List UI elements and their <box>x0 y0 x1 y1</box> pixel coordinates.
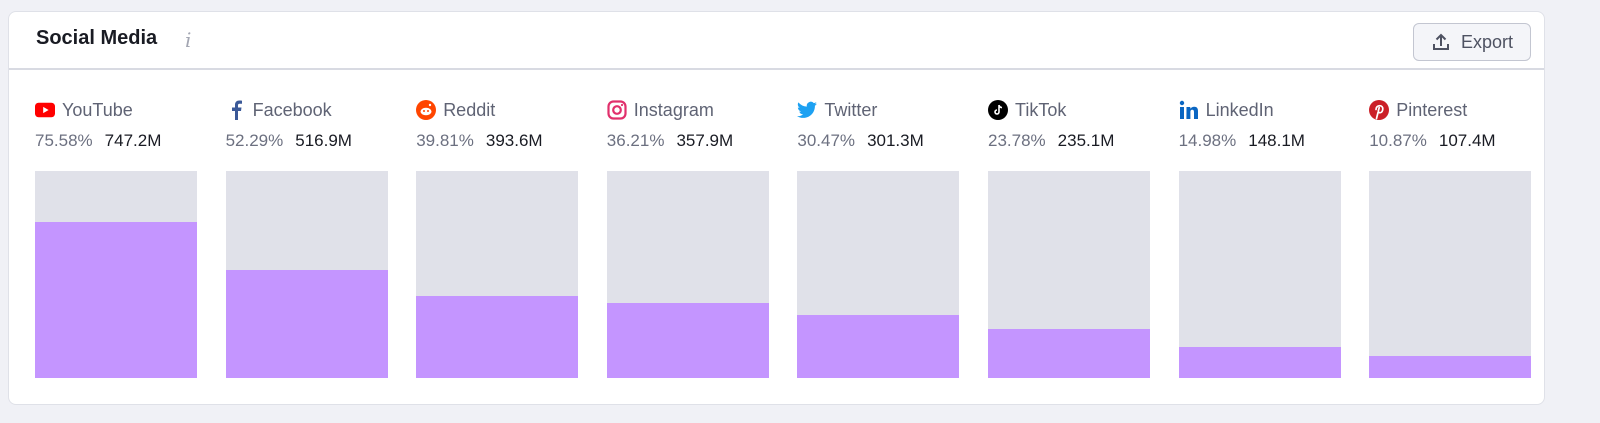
platform-value: 301.3M <box>867 131 924 150</box>
share-bar-fill <box>797 314 960 378</box>
platform-name: Twitter <box>824 99 878 120</box>
export-label: Export <box>1460 31 1514 52</box>
platform-value: 357.9M <box>676 131 734 150</box>
platform-stats: 10.87% 107.4M <box>1369 131 1531 151</box>
platform-value: 747.2M <box>104 131 162 150</box>
platform-tiktok: TikTok 23.78% 235.1M <box>988 98 1150 378</box>
platform-stats: 30.47% 301.3M <box>797 131 959 151</box>
facebook-icon <box>226 100 246 120</box>
card-title: Social Media <box>36 27 158 49</box>
platform-stats: 36.21% 357.9M <box>607 131 769 151</box>
platform-stats: 75.58% 747.2M <box>35 131 197 151</box>
share-bar-fill <box>1369 355 1532 378</box>
platform-name: Instagram <box>633 99 714 120</box>
platform-twitter: Twitter 30.47% 301.3M <box>797 98 960 378</box>
linkedin-icon <box>1179 100 1199 120</box>
platform-name: Reddit <box>443 99 496 120</box>
platform-facebook: Facebook 52.29% 516.9M <box>225 98 388 378</box>
platform-percent: 75.58% <box>35 131 93 150</box>
platform-youtube: YouTube 75.58% 747.2M <box>35 98 197 378</box>
reddit-icon <box>416 100 437 120</box>
platform-value: 235.1M <box>1057 131 1115 150</box>
pinterest-icon <box>1369 100 1390 120</box>
platform-percent: 30.47% <box>797 131 856 150</box>
share-bar-fill <box>988 328 1150 378</box>
platform-percent: 23.78% <box>988 131 1046 150</box>
export-button[interactable]: Export <box>1413 23 1531 61</box>
share-bar[interactable] <box>1369 171 1532 378</box>
twitter-icon <box>797 100 818 120</box>
share-bar[interactable] <box>225 171 388 378</box>
platform-percent: 52.29% <box>225 131 284 150</box>
share-bar-fill <box>1178 347 1341 378</box>
platform-percent: 36.21% <box>606 131 665 150</box>
platform-name-row: Reddit <box>416 98 578 122</box>
platform-instagram: Instagram 36.21% 357.9M <box>606 98 769 378</box>
platform-name-row: YouTube <box>35 98 197 122</box>
platform-reddit: Reddit 39.81% 393.6M <box>416 98 579 378</box>
youtube-icon <box>35 100 55 120</box>
platform-name: LinkedIn <box>1205 99 1274 120</box>
tiktok-icon <box>988 100 1008 120</box>
share-bar[interactable] <box>606 171 769 378</box>
platform-stats: 14.98% 148.1M <box>1179 131 1341 151</box>
platform-value: 148.1M <box>1248 131 1305 150</box>
platform-stats: 39.81% 393.6M <box>416 131 578 151</box>
platform-name-row: TikTok <box>988 98 1150 122</box>
platform-name: TikTok <box>1015 99 1067 120</box>
platform-name-row: LinkedIn <box>1179 98 1341 122</box>
share-bar-fill <box>35 221 197 378</box>
platform-value: 393.6M <box>485 131 543 150</box>
share-bar[interactable] <box>35 171 197 378</box>
platform-name: Pinterest <box>1396 99 1468 120</box>
platform-name: YouTube <box>62 99 133 120</box>
platform-linkedin: LinkedIn 14.98% 148.1M <box>1178 98 1341 378</box>
platform-name: Facebook <box>252 99 332 120</box>
info-icon[interactable]: i <box>185 28 192 52</box>
card-header: Social Media i Export <box>9 12 1544 70</box>
platform-name-row: Twitter <box>797 98 959 122</box>
platform-stats: 23.78% 235.1M <box>988 131 1150 151</box>
share-bar[interactable] <box>416 171 579 378</box>
platform-stats: 52.29% 516.9M <box>226 131 388 151</box>
platform-percent: 14.98% <box>1178 131 1237 150</box>
platform-percent: 39.81% <box>416 131 474 150</box>
share-bar-fill <box>225 269 388 378</box>
share-bar[interactable] <box>797 171 960 378</box>
platform-name-row: Instagram <box>607 98 769 122</box>
platform-name-row: Pinterest <box>1369 98 1531 122</box>
instagram-icon <box>607 100 627 120</box>
share-bar[interactable] <box>1178 171 1341 378</box>
platform-value: 107.4M <box>1438 131 1496 150</box>
share-bar-fill <box>416 295 579 378</box>
platform-pinterest: Pinterest 10.87% 107.4M <box>1369 98 1532 378</box>
platform-value: 516.9M <box>295 131 352 150</box>
platform-name-row: Facebook <box>226 98 388 122</box>
upload-icon <box>1432 33 1449 50</box>
platform-percent: 10.87% <box>1369 131 1427 150</box>
share-bar[interactable] <box>988 171 1150 378</box>
share-bar-fill <box>606 303 769 378</box>
social-media-card: Social Media i Export YouTube 75.58% 747… <box>8 11 1545 405</box>
